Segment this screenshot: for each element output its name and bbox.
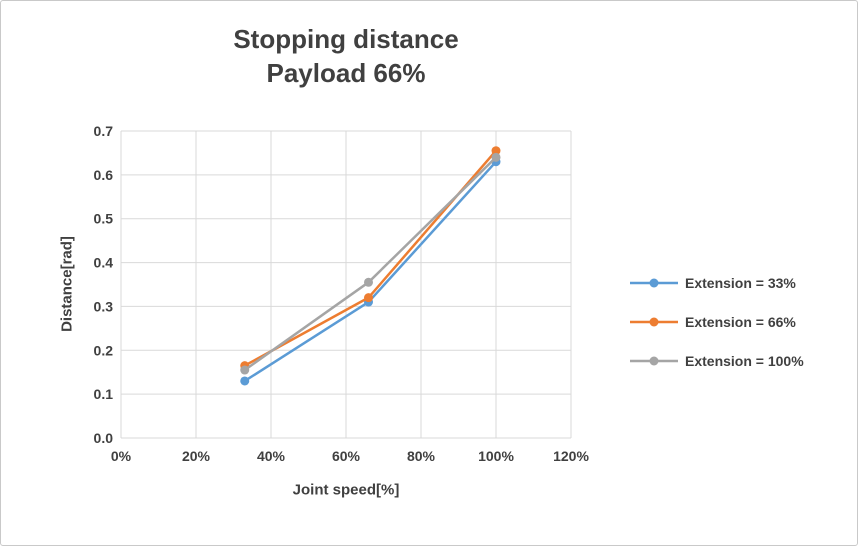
- series-line: [243, 149, 498, 367]
- legend-item: Extension = 33%: [629, 273, 804, 293]
- y-tick-label: 0.7: [94, 123, 114, 139]
- series-marker: [364, 293, 373, 303]
- x-tick-label: 0%: [111, 448, 132, 464]
- y-tick-label: 0.3: [94, 298, 114, 314]
- legend-label: Extension = 100%: [685, 353, 804, 369]
- y-axis-title: Distance[rad]: [58, 236, 76, 332]
- y-tick-label: 0.2: [94, 342, 114, 358]
- legend-line-marker-icon: [630, 278, 678, 288]
- y-tick-label: 0.6: [94, 167, 114, 183]
- x-tick-label: 60%: [332, 448, 361, 464]
- y-tick-label: 0.0: [94, 430, 114, 446]
- legend-item: Extension = 66%: [629, 312, 804, 332]
- legend-item: Extension = 100%: [629, 351, 804, 371]
- series-marker: [491, 146, 501, 156]
- x-tick-label: 80%: [407, 448, 436, 464]
- legend-label: Extension = 66%: [685, 314, 796, 330]
- chart-title-line2: Payload 66%: [266, 57, 426, 88]
- chart-title-line1: Stopping distance: [233, 24, 459, 54]
- legend: Extension = 33% Extension = 66% Extensio…: [629, 273, 804, 390]
- series-line: [243, 156, 498, 372]
- legend-line-marker-icon: [630, 356, 678, 366]
- x-axis-title: Joint speed[%]: [292, 481, 400, 499]
- legend-line-marker-icon: [630, 317, 678, 327]
- y-tick-label: 0.5: [94, 211, 114, 227]
- series-marker: [364, 277, 373, 287]
- legend-label: Extension = 33%: [685, 275, 796, 291]
- x-tick-label: 120%: [553, 448, 589, 464]
- series-marker: [491, 152, 501, 162]
- chart-title: Stopping distance Payload 66%: [121, 23, 571, 91]
- y-tick-label: 0.4: [94, 255, 114, 271]
- x-tick-label: 20%: [182, 448, 211, 464]
- x-tick-label: 40%: [257, 448, 286, 464]
- y-tick-label: 0.1: [94, 386, 114, 402]
- x-tick-label: 100%: [478, 448, 514, 464]
- series-marker: [240, 376, 250, 386]
- series-marker: [240, 365, 250, 375]
